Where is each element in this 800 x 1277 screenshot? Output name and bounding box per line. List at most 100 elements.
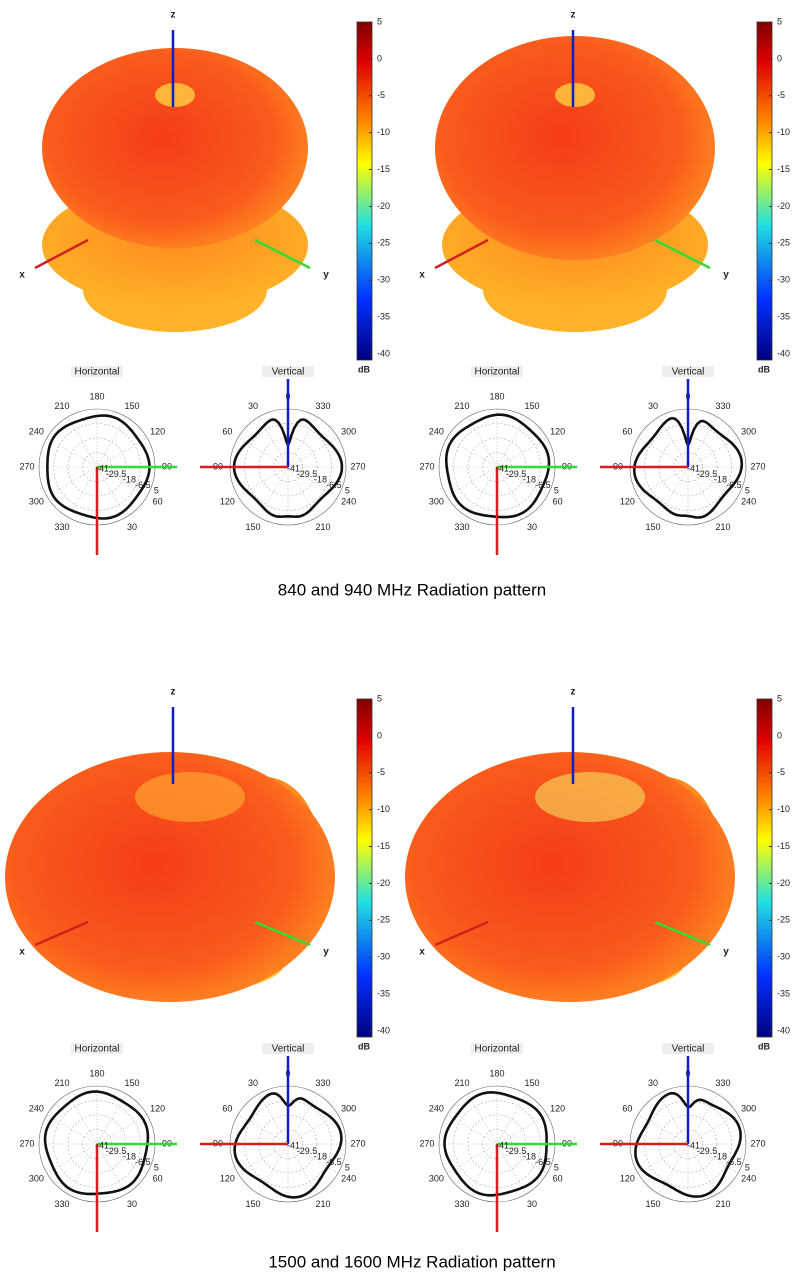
polar-angle-label: 240 <box>29 1103 44 1113</box>
polar-angle-label: 60 <box>622 426 632 436</box>
polar-title: Horizontal <box>74 367 119 378</box>
polar-spoke <box>96 437 148 468</box>
polar-angle-label: 330 <box>315 401 330 411</box>
polar-radial-label: -18 <box>714 474 727 484</box>
polar-title-bg <box>71 1043 123 1054</box>
polar-radial-label: 5 <box>345 1162 350 1172</box>
colorbar-tick-label: 5 <box>377 16 382 26</box>
polar-radial-label: -18 <box>714 1151 727 1161</box>
lobe <box>42 48 308 248</box>
polar-angle-label: 300 <box>341 1103 356 1113</box>
polar-angle-label: 120 <box>550 1103 565 1113</box>
colorbar-tick-label: 0 <box>777 53 782 63</box>
colorbar-tick-label: -25 <box>777 915 790 925</box>
polar-angle-label: 330 <box>54 522 69 532</box>
colorbar-tick-label: -15 <box>377 841 390 851</box>
colorbar-unit: dB <box>358 364 370 374</box>
polar-radial-label: -41 <box>287 464 300 474</box>
polar-radial-label: -41 <box>96 1141 109 1151</box>
colorbar-tick-label: -5 <box>377 90 385 100</box>
polar-radial-label: -6.5 <box>326 480 342 490</box>
polar-angle-label: 60 <box>622 1103 632 1113</box>
polar-title: Vertical <box>272 1044 305 1055</box>
polar-spoke <box>96 1143 148 1174</box>
x-axis-line <box>34 920 89 947</box>
colorbar-tick-label: -40 <box>377 1025 390 1035</box>
polar-angle-label: 30 <box>527 522 537 532</box>
dimple <box>155 83 195 107</box>
polar-spoke <box>496 466 527 518</box>
polar-title-bg <box>262 366 314 377</box>
colorbar-tick-label: -40 <box>777 1025 790 1035</box>
polar-radial-label: -29.5 <box>506 469 527 479</box>
polar-angle-label: 150 <box>245 1199 260 1209</box>
polar-spoke <box>287 1143 318 1195</box>
y-axis-line <box>254 920 311 947</box>
pattern-curve <box>232 418 344 519</box>
polar-title: Horizontal <box>474 367 519 378</box>
colorbar <box>356 21 373 361</box>
polar-angle-label: 60 <box>553 496 563 506</box>
polar-title: Horizontal <box>474 1044 519 1055</box>
polar-radial-label: -29.5 <box>106 1146 127 1156</box>
polar-title: Vertical <box>672 367 705 378</box>
x-axis-line <box>434 238 489 270</box>
polar-spoke <box>96 416 127 468</box>
polar-angle-label: 240 <box>429 426 444 436</box>
polar-spoke <box>496 1114 548 1145</box>
polar-spoke <box>96 466 148 497</box>
colorbar-tick-label: -15 <box>377 164 390 174</box>
polar-radial-label: -6.5 <box>726 480 742 490</box>
polar-angle-label: 270 <box>350 1138 365 1148</box>
colorbar-tick-label: -40 <box>377 348 390 358</box>
polar-radial-label: 5 <box>154 485 159 495</box>
polar-radial-label: 5 <box>554 1162 559 1172</box>
polar-radial-label: -29.5 <box>297 469 318 479</box>
colorbar-tick-label: -10 <box>377 127 390 137</box>
polar-angle-label: 150 <box>645 1199 660 1209</box>
colorbar-tick-label: -25 <box>377 238 390 248</box>
polar-radial-label: -6.5 <box>135 1157 151 1167</box>
colorbar-tick-label: 5 <box>777 16 782 26</box>
polar-radial-label: 5 <box>554 485 559 495</box>
polar-spoke <box>96 1143 127 1195</box>
pattern-curve <box>632 416 744 519</box>
polar-title: Vertical <box>672 1044 705 1055</box>
lobe <box>5 752 335 1002</box>
lobe <box>435 36 715 260</box>
colorbar-tick-label: -5 <box>377 767 385 777</box>
lobe <box>405 752 735 1002</box>
colorbar-tick-label: -20 <box>777 201 790 211</box>
colorbar-unit: dB <box>358 1041 370 1051</box>
polar-spoke <box>237 437 289 468</box>
polar-angle-label: 300 <box>429 1173 444 1183</box>
colorbar-tick-label: 0 <box>777 730 782 740</box>
polar-radial-label: -18 <box>314 1151 327 1161</box>
colorbar-tick-label: 5 <box>777 693 782 703</box>
polar-angle-label: 150 <box>245 522 260 532</box>
polar-angle-label: 330 <box>315 1078 330 1088</box>
polar-angle-label: 330 <box>715 1078 730 1088</box>
polar-angle-label: 270 <box>19 1138 34 1148</box>
polar-spoke <box>496 466 548 497</box>
polar-angle-label: 120 <box>550 426 565 436</box>
polar-radial-label: 5 <box>154 1162 159 1172</box>
polar-angle-label: 120 <box>220 496 235 506</box>
axis-label: x <box>19 270 25 281</box>
polar-angle-label: 150 <box>124 401 139 411</box>
polar-angle-label: 240 <box>341 1173 356 1183</box>
axis-label: y <box>323 270 329 281</box>
polar-angle-label: 180 <box>489 1068 504 1078</box>
polar-title: Vertical <box>272 367 305 378</box>
colorbar-tick-label: -35 <box>377 311 390 321</box>
axis-label: z <box>171 687 176 698</box>
polar-angle-label: 120 <box>150 426 165 436</box>
polar-spoke <box>637 437 689 468</box>
colorbar <box>356 698 373 1038</box>
polar-spoke <box>67 466 98 518</box>
caption: 840 and 940 MHz Radiation pattern <box>278 580 546 599</box>
polar-spoke <box>96 1114 148 1145</box>
polar-radial-label: -6.5 <box>535 1157 551 1167</box>
polar-spoke <box>96 466 127 518</box>
polar-spoke <box>46 437 98 468</box>
